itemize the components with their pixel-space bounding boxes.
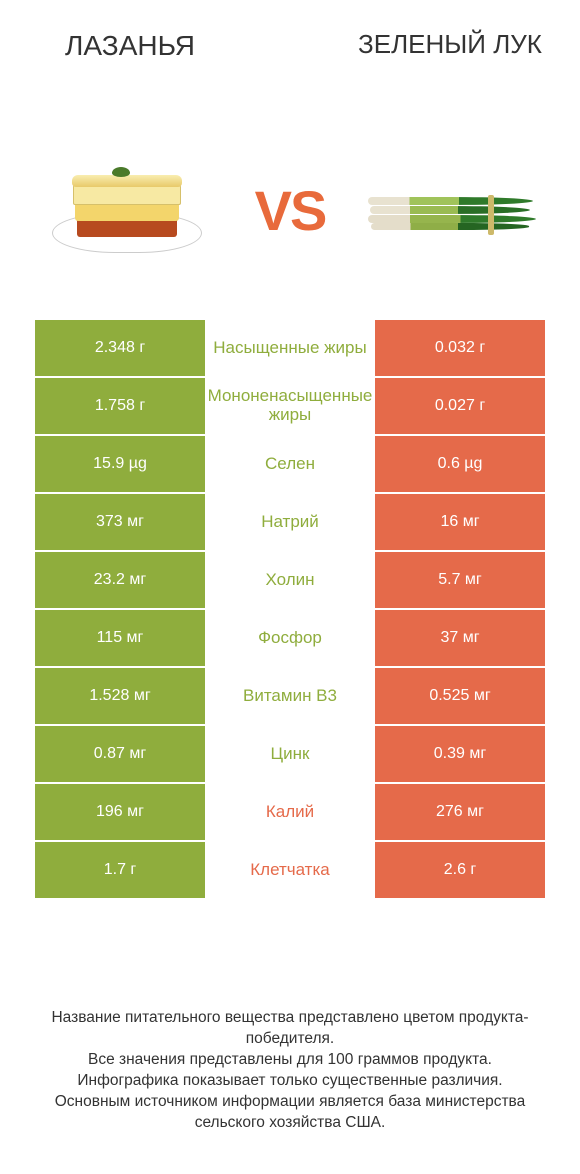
table-row: 23.2 мгХолин5.7 мг: [35, 552, 545, 608]
value-left: 115 мг: [35, 610, 205, 666]
value-right: 0.027 г: [375, 378, 545, 434]
hero-row: VS: [0, 130, 580, 300]
lasagna-image: [42, 150, 212, 270]
value-left: 196 мг: [35, 784, 205, 840]
nutrient-label: Цинк: [205, 726, 375, 782]
value-right: 2.6 г: [375, 842, 545, 898]
green-onion-image: [368, 150, 538, 270]
value-right: 0.525 мг: [375, 668, 545, 724]
table-row: 15.9 µgСелен0.6 µg: [35, 436, 545, 492]
title-left-box: ЛАЗАНЬЯ: [30, 30, 230, 62]
footer-line: Все значения представлены для 100 граммо…: [28, 1050, 552, 1071]
header: ЛАЗАНЬЯ ЗЕЛЕНЫЙ ЛУК: [0, 0, 580, 120]
value-left: 15.9 µg: [35, 436, 205, 492]
nutrient-label: Мононенасыщенные жиры: [205, 378, 375, 434]
title-right: ЗЕЛЕНЫЙ ЛУК: [350, 30, 550, 60]
infographic: ЛАЗАНЬЯ ЗЕЛЕНЫЙ ЛУК VS: [0, 0, 580, 1174]
value-left: 1.758 г: [35, 378, 205, 434]
value-left: 1.7 г: [35, 842, 205, 898]
value-left: 0.87 мг: [35, 726, 205, 782]
nutrient-label: Насыщенные жиры: [205, 320, 375, 376]
nutrient-label: Холин: [205, 552, 375, 608]
title-right-box: ЗЕЛЕНЫЙ ЛУК: [350, 30, 550, 60]
nutrient-label: Фосфор: [205, 610, 375, 666]
value-left: 1.528 мг: [35, 668, 205, 724]
nutrient-label: Селен: [205, 436, 375, 492]
value-right: 276 мг: [375, 784, 545, 840]
footer-line: Название питательного вещества представл…: [28, 1008, 552, 1050]
value-right: 37 мг: [375, 610, 545, 666]
footer-text: Название питательного вещества представл…: [0, 988, 580, 1174]
vs-label: VS: [255, 178, 326, 243]
nutrient-label: Клетчатка: [205, 842, 375, 898]
nutrient-label: Витамин B3: [205, 668, 375, 724]
value-right: 5.7 мг: [375, 552, 545, 608]
value-right: 0.032 г: [375, 320, 545, 376]
comparison-table: 2.348 гНасыщенные жиры0.032 г1.758 гМоно…: [35, 320, 545, 898]
table-row: 373 мгНатрий16 мг: [35, 494, 545, 550]
title-left: ЛАЗАНЬЯ: [30, 30, 230, 62]
value-right: 0.39 мг: [375, 726, 545, 782]
nutrient-label: Калий: [205, 784, 375, 840]
value-right: 0.6 µg: [375, 436, 545, 492]
table-row: 115 мгФосфор37 мг: [35, 610, 545, 666]
footer-line: Основным источником информации является …: [28, 1092, 552, 1134]
value-left: 2.348 г: [35, 320, 205, 376]
table-row: 0.87 мгЦинк0.39 мг: [35, 726, 545, 782]
table-row: 1.528 мгВитамин B30.525 мг: [35, 668, 545, 724]
value-left: 23.2 мг: [35, 552, 205, 608]
footer-line: Инфографика показывает только существенн…: [28, 1071, 552, 1092]
value-right: 16 мг: [375, 494, 545, 550]
value-left: 373 мг: [35, 494, 205, 550]
table-row: 2.348 гНасыщенные жиры0.032 г: [35, 320, 545, 376]
nutrient-label: Натрий: [205, 494, 375, 550]
table-row: 196 мгКалий276 мг: [35, 784, 545, 840]
table-row: 1.7 гКлетчатка2.6 г: [35, 842, 545, 898]
table-row: 1.758 гМононенасыщенные жиры0.027 г: [35, 378, 545, 434]
